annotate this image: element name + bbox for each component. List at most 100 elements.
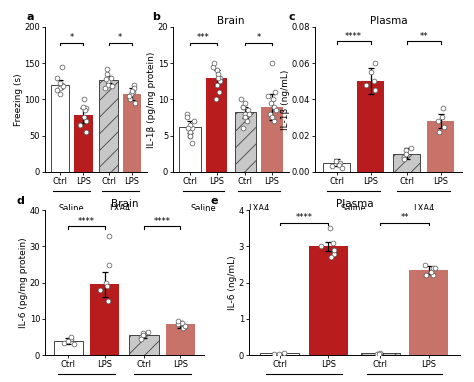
Point [105,298,112,304]
Point [242,100,249,106]
Text: d: d [17,196,24,206]
Point [438,114,446,120]
Point [188,140,196,146]
Point [328,254,335,261]
Point [104,78,112,84]
Text: Saline: Saline [59,204,84,213]
Text: e: e [211,196,219,206]
Point [108,74,115,81]
Point [431,265,439,271]
Point [58,63,65,70]
Text: **: ** [419,32,428,41]
Point [264,92,272,99]
Point [329,240,337,246]
Point [103,66,110,72]
Point [280,350,288,356]
Point [371,60,378,66]
Bar [393,154,420,172]
Point [180,325,187,331]
Point [80,114,87,120]
Point [103,71,110,77]
Bar [309,246,347,355]
Point [125,92,132,99]
Point [241,114,248,120]
Text: LXA4: LXA4 [248,204,269,213]
Point [182,323,189,329]
Point [82,118,90,124]
Point [96,287,103,293]
Point [429,265,437,271]
Text: a: a [27,12,34,22]
Point [106,261,113,267]
Point [56,80,64,86]
Point [362,82,370,88]
Point [370,78,378,84]
Point [368,69,375,75]
Y-axis label: Freezing (s): Freezing (s) [14,73,23,126]
Text: LXA4: LXA4 [413,204,434,213]
Bar [129,335,159,355]
Point [82,105,90,111]
Point [209,63,217,70]
Point [64,338,72,344]
Point [130,85,137,91]
Text: *: * [118,33,122,42]
Point [60,340,67,346]
Point [103,283,111,290]
Point [328,163,336,170]
Point [243,118,251,124]
Bar [166,324,195,355]
Text: Saline: Saline [341,204,366,213]
Point [183,114,191,120]
Bar [323,163,350,172]
Point [214,67,221,73]
Point [210,60,218,66]
Point [268,114,275,120]
Point [272,89,279,95]
Point [140,330,147,337]
Point [216,89,223,95]
Text: *: * [256,33,261,42]
Title: Brain: Brain [217,16,245,26]
Point [215,71,222,77]
Point [137,336,145,342]
Title: Plasma: Plasma [336,199,373,209]
Point [187,121,194,128]
Point [105,232,113,238]
Point [434,118,442,124]
Point [267,100,274,106]
Point [145,329,152,335]
Point [212,96,219,102]
Point [440,123,447,129]
Point [183,111,191,117]
Y-axis label: IL-1β (pg/mg protein): IL-1β (pg/mg protein) [147,51,156,147]
Point [373,351,381,357]
Point [137,334,145,340]
Bar [235,112,256,172]
Bar [179,127,201,172]
Point [130,82,138,88]
Point [101,85,109,91]
Point [180,323,188,329]
Text: *: * [70,33,74,42]
Point [240,125,247,131]
Point [371,87,378,93]
Point [429,272,437,278]
Point [81,107,89,113]
Point [189,125,196,131]
Point [174,321,182,327]
Point [275,351,283,357]
Title: Plasma: Plasma [370,16,408,26]
Point [79,104,86,110]
Point [401,156,408,162]
Bar [54,341,83,355]
Point [216,78,224,84]
Point [376,350,383,356]
Point [216,74,224,81]
Point [402,147,410,153]
Point [70,342,78,348]
Bar [262,107,283,172]
Point [102,76,110,82]
Point [174,318,182,324]
Bar [410,270,448,355]
